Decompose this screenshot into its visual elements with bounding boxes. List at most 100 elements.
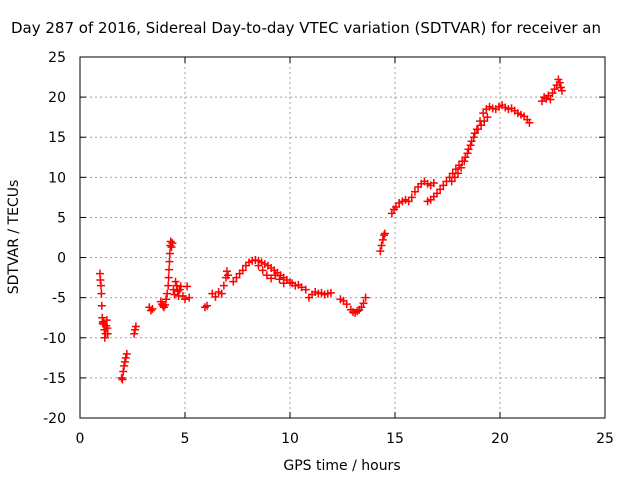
data-point-0-140 xyxy=(433,189,441,198)
data-point-0-33 xyxy=(161,300,170,309)
data-point-0-142 xyxy=(439,181,448,190)
data-point-0-21 xyxy=(121,353,130,362)
y-tick-label-15: 15 xyxy=(48,130,66,146)
plot-frame xyxy=(79,56,606,419)
data-point-0-70 xyxy=(238,266,247,275)
data-point-0-63 xyxy=(219,281,228,290)
data-point-0-23 xyxy=(130,329,139,338)
y-tick-label-0: 0 xyxy=(57,251,66,267)
data-point-0-17 xyxy=(118,375,127,384)
chart-title: Day 287 of 2016, Sidereal Day-to-day VTE… xyxy=(11,19,601,37)
data-point-0-88 xyxy=(262,271,271,280)
data-point-0-164 xyxy=(469,133,478,142)
data-point-0-44 xyxy=(168,239,177,248)
data-point-0-90 xyxy=(271,271,280,280)
data-point-0-189 xyxy=(550,85,559,94)
data-point-0-39 xyxy=(165,257,174,266)
data-point-0-42 xyxy=(166,237,175,246)
data-point-0-54 xyxy=(181,295,189,304)
data-point-0-105 xyxy=(326,288,335,297)
y-tick-label--10: -10 xyxy=(43,331,66,347)
data-point-0-65 xyxy=(223,267,231,276)
data-point-0-151 xyxy=(467,137,476,146)
data-point-0-28 xyxy=(148,304,157,313)
x-tick-label-0: 0 xyxy=(76,431,85,447)
data-point-0-129 xyxy=(407,193,416,202)
x-tick-label-10: 10 xyxy=(281,431,299,447)
data-point-0-118 xyxy=(377,241,386,250)
data-point-0-2 xyxy=(97,281,105,290)
data-point-0-149 xyxy=(461,153,470,162)
data-point-0-158 xyxy=(450,173,459,182)
data-point-0-97 xyxy=(301,285,310,294)
data-point-0-121 xyxy=(380,229,389,238)
data-point-0-167 xyxy=(479,109,488,118)
data-point-0-166 xyxy=(476,117,485,126)
data-point-0-183 xyxy=(538,97,546,106)
data-point-0-48 xyxy=(172,281,181,290)
data-point-0-146 xyxy=(451,165,460,174)
data-point-0-128 xyxy=(404,197,413,206)
data-point-0-108 xyxy=(342,300,351,309)
data-point-0-154 xyxy=(477,121,486,130)
data-point-0-157 xyxy=(447,177,456,186)
data-point-0-194 xyxy=(557,86,566,95)
data-point-0-3 xyxy=(97,289,106,298)
data-point-0-124 xyxy=(392,203,401,212)
data-point-0-165 xyxy=(472,125,481,134)
x-tick-label-15: 15 xyxy=(386,431,404,447)
data-point-0-56 xyxy=(185,293,194,302)
data-point-0-19 xyxy=(120,361,129,370)
data-point-0-159 xyxy=(454,169,462,178)
x-axis-label: GPS time / hours xyxy=(283,458,400,474)
data-point-0-182 xyxy=(525,118,534,127)
data-point-0-152 xyxy=(470,129,479,138)
data-point-0-35 xyxy=(163,289,172,298)
data-point-0-150 xyxy=(464,145,473,154)
y-tick-label-10: 10 xyxy=(48,170,66,186)
data-point-0-27 xyxy=(146,306,155,315)
data-point-0-114 xyxy=(357,303,366,312)
data-point-0-67 xyxy=(229,277,238,286)
y-tick-label-25: 25 xyxy=(48,50,66,66)
data-point-0-22 xyxy=(122,349,131,358)
data-point-0-25 xyxy=(131,322,140,331)
data-point-0-86 xyxy=(254,261,263,270)
data-point-0-47 xyxy=(171,277,180,286)
data-point-0-188 xyxy=(548,89,557,98)
data-point-0-60 xyxy=(211,292,220,301)
data-point-0-141 xyxy=(436,185,445,194)
data-point-0-120 xyxy=(380,231,389,240)
data-point-0-40 xyxy=(165,249,174,258)
data-point-0-91 xyxy=(275,275,284,284)
data-point-0-160 xyxy=(457,163,466,172)
data-point-0-186 xyxy=(544,91,553,100)
data-point-0-115 xyxy=(359,299,368,308)
tick-layer: 0 5 10 15 20 25 -20 -15 -10 -5 0 5 10 15 20 25 xyxy=(43,50,614,447)
data-point-0-136 xyxy=(429,178,438,187)
data-point-0-16 xyxy=(117,373,126,382)
x-tick-label-20: 20 xyxy=(491,431,509,447)
y-axis-label: SDTVAR / TECUs xyxy=(6,180,22,295)
data-point-0-62 xyxy=(217,289,226,298)
data-point-0-58 xyxy=(203,301,212,310)
data-point-0-18 xyxy=(119,367,128,376)
data-point-0-10 xyxy=(100,333,109,342)
data-point-0-162 xyxy=(463,149,472,158)
data-point-0-161 xyxy=(460,157,469,166)
data-points xyxy=(95,75,566,384)
grid-layer xyxy=(80,57,605,418)
data-point-0-119 xyxy=(378,235,387,244)
data-point-0-13 xyxy=(102,316,111,325)
data-point-0-55 xyxy=(183,282,192,291)
data-point-0-4 xyxy=(97,301,106,310)
data-point-0-34 xyxy=(162,295,171,304)
y-tick-label--5: -5 xyxy=(52,291,66,307)
data-point-0-96 xyxy=(297,283,306,292)
data-point-0-117 xyxy=(376,247,385,256)
data-point-0-187 xyxy=(546,95,555,104)
data-point-0-15 xyxy=(103,329,112,338)
y-tick-label-20: 20 xyxy=(48,90,66,106)
y-tick-label--20: -20 xyxy=(43,411,66,427)
